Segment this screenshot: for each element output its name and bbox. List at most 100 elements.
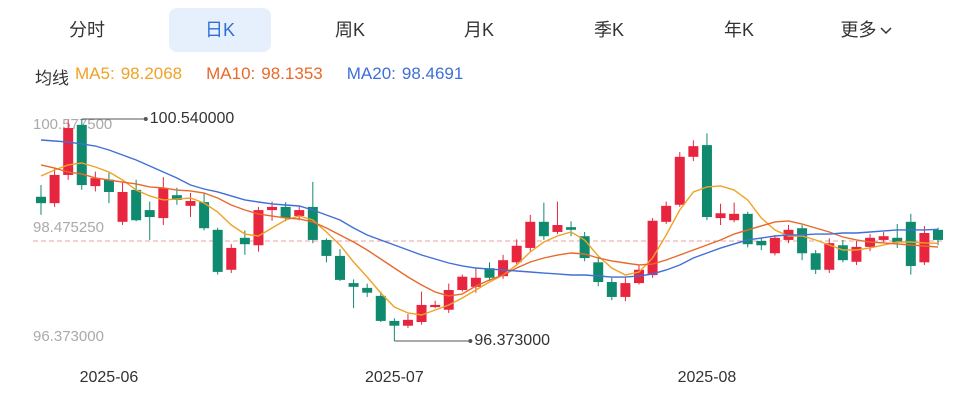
candle-body — [117, 191, 128, 222]
candle-body — [103, 179, 114, 192]
period-tab[interactable]: 月K — [463, 20, 494, 40]
candle-body — [647, 220, 658, 276]
candle-body — [511, 245, 522, 263]
candle-body — [552, 225, 563, 232]
candle-body — [389, 320, 400, 326]
y-tick-label: 96.373000 — [33, 328, 104, 345]
candle-body — [498, 260, 509, 277]
ma-legend: 均线 MA5: 98.2068 MA10: 98.1353 MA20: 98.4691 — [35, 64, 487, 89]
candle-body — [606, 282, 617, 297]
candle-body — [443, 290, 454, 310]
legend-entry: MA20: 98.4691 — [347, 64, 470, 89]
candle-body — [49, 174, 60, 204]
candle-body — [756, 241, 767, 246]
max-label: 100.540000 — [150, 110, 235, 127]
candle-body — [797, 228, 808, 254]
candle-body — [769, 237, 780, 254]
legend-value: 98.4691 — [401, 64, 464, 83]
min-label: 96.373000 — [474, 332, 550, 349]
candle-body — [348, 283, 359, 287]
candle-body — [375, 295, 386, 321]
chevron — [879, 27, 892, 35]
candle-body — [131, 189, 142, 221]
ma-line — [40, 139, 939, 278]
candle-body — [226, 247, 237, 270]
candle-body — [430, 304, 441, 308]
candle-body — [294, 210, 305, 216]
candle-body — [674, 156, 685, 205]
period-tab[interactable]: 季K — [593, 20, 624, 40]
ma-label: 均线 — [35, 69, 69, 88]
candle-body — [335, 255, 345, 280]
candle-body — [661, 205, 672, 222]
candle-body — [837, 245, 848, 261]
candle-body — [212, 229, 223, 272]
period-tabs: 分时 日K 周K 月K 季K 年K 更多 — [0, 8, 970, 52]
candle-body — [321, 239, 332, 256]
legend-value: 98.2068 — [120, 64, 183, 83]
candle-body — [307, 206, 318, 240]
candle-body — [199, 202, 210, 229]
legend-entry: MA5: 98.2068 — [75, 64, 188, 89]
candle-body — [185, 201, 196, 206]
candle-body — [593, 262, 604, 283]
candle-body — [579, 236, 590, 259]
candle-body — [239, 237, 250, 245]
period-tab[interactable]: 分时 — [69, 20, 105, 40]
candle-body — [525, 221, 536, 248]
candle-body — [892, 237, 903, 243]
candle-body — [280, 206, 291, 219]
candle-body — [688, 146, 699, 157]
candle-body — [538, 221, 549, 237]
x-tick-label: 2025-08 — [678, 369, 737, 386]
min-dot — [468, 339, 473, 343]
period-tab[interactable]: 日K — [169, 8, 271, 52]
ma-line — [40, 162, 939, 316]
candle-body — [416, 304, 427, 322]
candle-body — [171, 195, 182, 200]
period-tab[interactable]: 年K — [723, 20, 754, 40]
legend-name: MA10: — [206, 64, 256, 83]
candle-body — [933, 229, 943, 240]
candle-body — [457, 276, 468, 291]
candle-body — [253, 210, 264, 246]
chevron-icon — [879, 27, 892, 35]
x-tick-label: 2025-06 — [80, 369, 139, 386]
candle-body — [878, 236, 889, 240]
candle-body — [63, 128, 74, 175]
candle-body — [362, 287, 373, 293]
candle-body — [267, 206, 278, 211]
candle-body — [701, 145, 712, 218]
candle-body — [620, 283, 631, 297]
candle-body — [90, 178, 101, 187]
candle-body — [851, 246, 862, 262]
candle-body — [919, 233, 930, 263]
legend-value: 98.1353 — [261, 64, 323, 83]
max-dot — [143, 116, 148, 121]
candle-body — [742, 213, 753, 245]
candle-body — [76, 124, 87, 186]
candle-body — [36, 196, 46, 204]
period-tab[interactable]: 更多 — [815, 8, 917, 52]
x-tick-label: 2025-07 — [365, 369, 424, 386]
candle-body — [484, 268, 495, 278]
y-tick-label: 98.475250 — [33, 219, 104, 236]
period-tab[interactable]: 周K — [334, 20, 365, 40]
legend-name: MA5: — [75, 64, 115, 83]
candle-body — [470, 277, 481, 287]
y-tick-label: 100.577500 — [33, 116, 112, 133]
candle-body — [824, 243, 835, 270]
legend-name: MA20: — [346, 64, 396, 83]
candle-body — [158, 188, 169, 219]
candle-body — [729, 213, 740, 221]
candle-body — [144, 210, 155, 218]
candle-body — [810, 253, 821, 270]
candle-body — [715, 213, 726, 219]
candle-body — [402, 319, 413, 326]
ma-line — [40, 164, 939, 297]
candle-body — [905, 221, 916, 267]
legend-entry: MA10: 98.1353 — [206, 64, 329, 89]
candle-body — [566, 227, 577, 230]
